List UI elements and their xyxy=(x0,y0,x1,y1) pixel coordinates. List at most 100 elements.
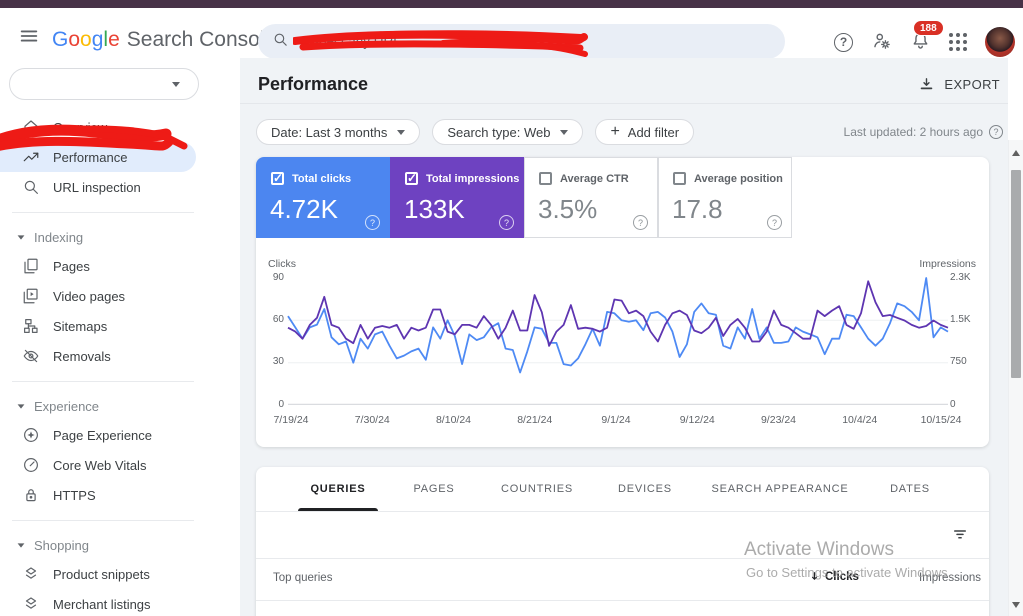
menu-hamburger-icon[interactable] xyxy=(16,25,42,49)
chevron-down-icon xyxy=(172,82,180,87)
sidebar-item-sitemaps[interactable]: Sitemaps xyxy=(0,311,240,341)
x-tick: 9/23/24 xyxy=(760,414,797,426)
table-header-top-queries: Top queries xyxy=(273,572,333,584)
x-tick: 7/30/24 xyxy=(354,414,390,426)
url-inspect-search-input[interactable]: Inspect any URL xyxy=(258,24,785,59)
y-tick: 750 xyxy=(950,356,967,367)
video-pages-icon xyxy=(23,288,38,304)
y-tick: 2.3K xyxy=(950,272,971,283)
sidebar-item-label: Merchant listings xyxy=(53,596,151,612)
export-button[interactable]: EXPORT xyxy=(918,76,1000,93)
tab-dates[interactable]: DATES xyxy=(864,467,956,511)
x-tick: 9/12/24 xyxy=(679,414,715,426)
notification-count-badge: 188 xyxy=(913,20,944,36)
layers-icon xyxy=(25,597,37,609)
x-tick: 7/19/24 xyxy=(273,414,309,426)
search-type-filter-chip[interactable]: Search type: Web xyxy=(432,119,584,145)
series-line-impressions xyxy=(287,280,949,347)
sidebar-section-shopping[interactable]: Shopping xyxy=(0,531,240,559)
add-filter-chip[interactable]: + Add filter xyxy=(595,119,695,145)
property-selector-dropdown[interactable] xyxy=(9,68,199,100)
sidebar-item-label: Sitemaps xyxy=(53,318,108,334)
google-logo-letters: Google xyxy=(52,28,120,52)
average-position-metric[interactable]: Average position 17.8 ? xyxy=(658,157,792,238)
section-label: Shopping xyxy=(34,537,89,553)
total-clicks-metric[interactable]: Total clicks 4.72K ? xyxy=(256,157,390,238)
notifications-bell-icon[interactable]: 188 xyxy=(910,20,944,54)
tab-countries[interactable]: COUNTRIES xyxy=(480,467,594,511)
x-axis-date-labels: 7/19/24 7/30/24 8/10/24 8/21/24 9/1/24 9… xyxy=(266,414,966,426)
profile-avatar[interactable] xyxy=(985,27,1015,57)
search-placeholder: Inspect any URL xyxy=(301,34,401,49)
google-apps-grid-icon[interactable] xyxy=(949,33,967,51)
scroll-up-arrow[interactable] xyxy=(1012,150,1020,156)
scroll-down-arrow[interactable] xyxy=(1012,602,1020,608)
dimensions-table-card: QUERIES PAGES COUNTRIES DEVICES SEARCH A… xyxy=(256,467,989,616)
tab-queries[interactable]: QUERIES xyxy=(288,467,388,511)
sidebar: Overview Performance URL inspection Inde… xyxy=(0,58,240,616)
divider xyxy=(256,558,989,559)
sidebar-section-experience[interactable]: Experience xyxy=(0,392,240,420)
sidebar-item-core-web-vitals[interactable]: Core Web Vitals xyxy=(0,450,240,480)
help-icon[interactable]: ? xyxy=(989,125,1003,139)
sidebar-section-indexing[interactable]: Indexing xyxy=(0,223,240,251)
sidebar-item-https[interactable]: HTTPS xyxy=(0,480,240,510)
sidebar-item-video-pages[interactable]: Video pages xyxy=(0,281,240,311)
help-icon[interactable]: ? xyxy=(834,32,853,52)
table-filter-icon[interactable] xyxy=(951,525,969,546)
tab-pages[interactable]: PAGES xyxy=(388,467,480,511)
divider xyxy=(12,381,194,382)
help-icon[interactable]: ? xyxy=(633,215,648,230)
user-settings-icon[interactable] xyxy=(871,30,892,54)
table-header-clicks-sorted[interactable]: Clicks xyxy=(808,570,859,583)
metric-value: 4.72K xyxy=(270,194,338,224)
help-icon[interactable]: ? xyxy=(499,215,514,230)
checkbox-checked-icon[interactable] xyxy=(271,171,284,185)
left-axis-title: Clicks xyxy=(268,258,296,270)
divider xyxy=(12,520,194,521)
sidebar-item-merchant-listings[interactable]: Merchant listings xyxy=(0,589,240,616)
logo-letter: G xyxy=(52,28,69,51)
checkbox-checked-icon[interactable] xyxy=(405,171,418,185)
sidebar-item-pages[interactable]: Pages xyxy=(0,251,240,281)
y-tick: 60 xyxy=(272,314,284,325)
clicks-impressions-line-chart[interactable] xyxy=(287,277,949,406)
average-ctr-metric[interactable]: Average CTR 3.5% ? xyxy=(524,157,658,238)
dimension-tabs: QUERIES PAGES COUNTRIES DEVICES SEARCH A… xyxy=(288,467,956,511)
sidebar-item-label: Pages xyxy=(53,258,90,274)
checkbox-unchecked-icon[interactable] xyxy=(539,172,552,185)
logo-letter: o xyxy=(80,28,92,51)
logo-letter: o xyxy=(68,28,81,51)
scrollbar-thumb[interactable] xyxy=(1011,170,1021,378)
product-logo: Google Search Console xyxy=(52,28,276,52)
total-impressions-metric[interactable]: Total impressions 133K ? xyxy=(390,157,524,238)
divider xyxy=(256,511,989,512)
lock-icon xyxy=(26,489,36,502)
window-titlebar xyxy=(0,0,1023,8)
help-icon[interactable]: ? xyxy=(365,215,380,230)
table-header-impressions[interactable]: Impressions xyxy=(919,572,981,584)
pages-icon xyxy=(24,258,38,274)
checkbox-unchecked-icon[interactable] xyxy=(673,172,686,185)
page-title: Performance xyxy=(258,74,369,94)
sidebar-item-removals[interactable]: Removals xyxy=(0,341,240,371)
sidebar-item-overview[interactable]: Overview xyxy=(0,112,240,142)
last-updated-text: Last updated: 2 hours ago ? xyxy=(844,125,1003,139)
sidebar-item-url-inspection[interactable]: URL inspection xyxy=(0,172,240,202)
sidebar-item-label: Performance xyxy=(53,149,128,165)
sidebar-item-page-experience[interactable]: Page Experience xyxy=(0,420,240,450)
metric-value: 3.5% xyxy=(538,194,598,224)
vertical-scrollbar[interactable] xyxy=(1008,140,1023,616)
performance-summary-card: Total clicks 4.72K ? Total impressions 1… xyxy=(256,157,989,447)
tab-search-appearance[interactable]: SEARCH APPEARANCE xyxy=(696,467,864,511)
date-filter-chip[interactable]: Date: Last 3 months xyxy=(256,119,421,145)
sidebar-item-performance[interactable]: Performance xyxy=(0,142,196,172)
right-axis-title: Impressions xyxy=(919,258,976,270)
help-icon[interactable]: ? xyxy=(767,215,782,230)
y-tick: 0 xyxy=(950,399,956,410)
metric-value: 133K xyxy=(404,194,465,224)
tab-devices[interactable]: DEVICES xyxy=(594,467,696,511)
sidebar-item-product-snippets[interactable]: Product snippets xyxy=(0,559,240,589)
logo-letter: g xyxy=(91,28,104,51)
